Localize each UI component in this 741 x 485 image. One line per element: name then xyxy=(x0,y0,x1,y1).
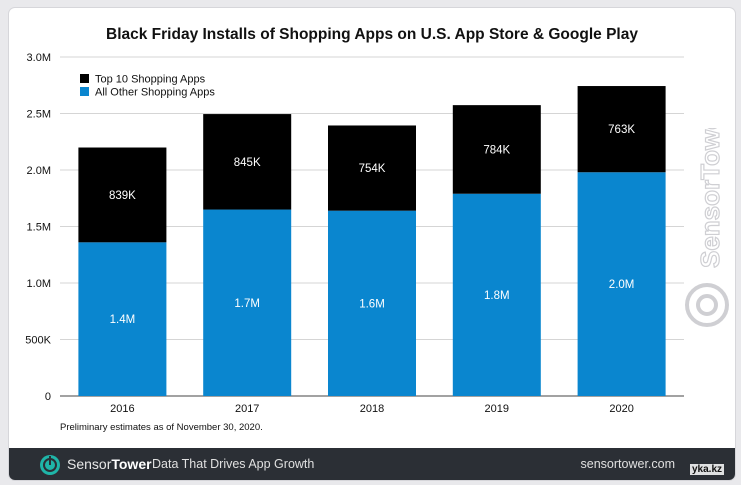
chart-card: Black Friday Installs of Shopping Apps o… xyxy=(9,8,735,480)
data-label: 2.0M xyxy=(609,279,635,291)
legend-swatch xyxy=(80,87,89,96)
data-label: 763K xyxy=(608,124,635,136)
bar-segment xyxy=(328,125,416,211)
y-tick-label: 0 xyxy=(45,391,51,403)
chart-title: Black Friday Installs of Shopping Apps o… xyxy=(106,26,638,43)
stacked-bar-chart: 0 500K 1.0M 1.5M 2.0M 2.5M 3.0M 1.4M 839K 2016 1.… xyxy=(25,52,684,415)
data-label: 1.4M xyxy=(110,314,136,326)
footer-url[interactable]: sensortower.com xyxy=(580,457,675,471)
bar-segment xyxy=(452,105,541,194)
legend-swatch xyxy=(80,74,89,83)
data-label: 839K xyxy=(109,190,136,202)
y-tick-label: 500K xyxy=(25,335,51,347)
footer-tagline: Data That Drives App Growth xyxy=(152,457,315,471)
legend-label: Top 10 Shopping Apps xyxy=(95,74,206,86)
sensortower-logo-icon xyxy=(40,455,60,475)
footer-brand: SensorTower xyxy=(67,456,152,472)
data-label: 754K xyxy=(359,163,386,175)
footer-brand-part1: Sensor xyxy=(67,456,112,472)
bar-segment xyxy=(328,210,416,396)
footer-bar: SensorTower Data That Drives App Growth … xyxy=(9,448,735,480)
x-tick-label: 2017 xyxy=(235,403,259,415)
y-tick-label: 3.0M xyxy=(27,52,51,64)
x-tick-label: 2020 xyxy=(609,403,633,415)
data-label: 1.7M xyxy=(234,298,260,310)
bar-segment xyxy=(203,209,292,396)
data-label: 1.8M xyxy=(484,290,510,302)
bar-segment xyxy=(452,193,541,396)
bar-segment xyxy=(203,114,292,210)
bar-segment xyxy=(78,242,167,396)
footer-brand-part2: Tower xyxy=(111,456,152,472)
bar-segment xyxy=(577,86,666,173)
sensortower-logo-icon xyxy=(685,283,729,327)
data-label: 845K xyxy=(234,157,261,169)
watermark-text: SensorTower xyxy=(695,128,725,268)
x-tick-label: 2016 xyxy=(110,403,134,415)
y-tick-label: 2.5M xyxy=(27,109,51,121)
x-tick-label: 2019 xyxy=(485,403,509,415)
legend-label: All Other Shopping Apps xyxy=(95,87,215,99)
y-tick-label: 2.0M xyxy=(27,165,51,177)
site-watermark: yka.kz xyxy=(690,464,725,475)
data-label: 784K xyxy=(483,144,510,156)
data-label: 1.6M xyxy=(359,298,385,310)
bar-segment xyxy=(78,147,167,243)
sensortower-watermark: SensorTower xyxy=(677,105,735,348)
bar-segment xyxy=(577,172,666,396)
footnote: Preliminary estimates as of November 30,… xyxy=(60,422,263,433)
y-tick-label: 1.0M xyxy=(27,278,51,290)
y-tick-label: 1.5M xyxy=(27,222,51,234)
x-tick-label: 2018 xyxy=(360,403,384,415)
